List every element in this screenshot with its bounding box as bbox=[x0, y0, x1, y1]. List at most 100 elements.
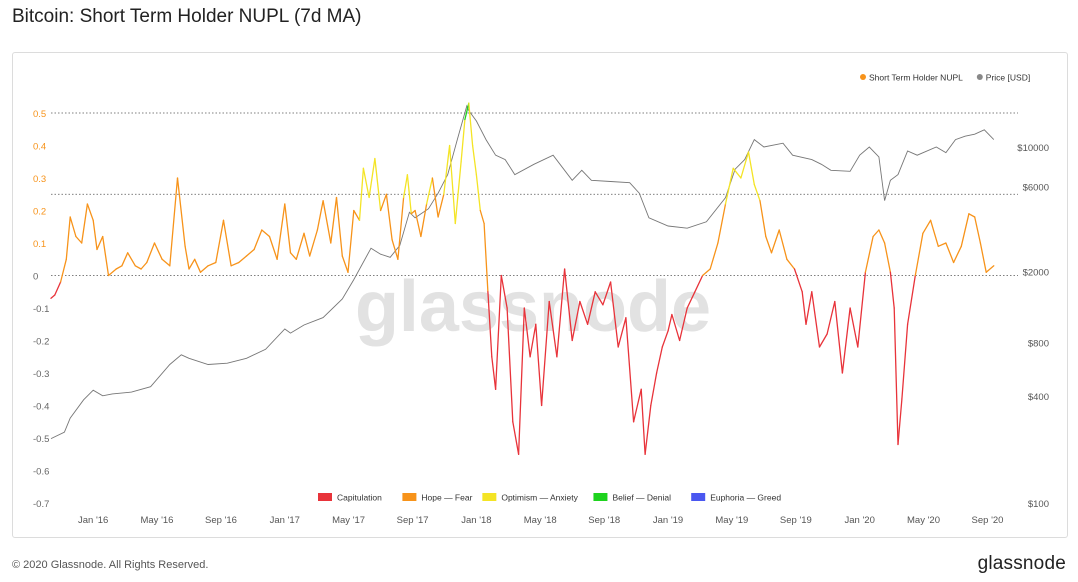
y-left-tick-label: -0.5 bbox=[33, 434, 49, 445]
nupl-segment bbox=[811, 291, 821, 348]
nupl-segment bbox=[410, 209, 416, 215]
nupl-segment bbox=[230, 261, 240, 267]
nupl-segment bbox=[512, 421, 520, 455]
nupl-segment bbox=[353, 209, 361, 221]
nupl-segment bbox=[322, 200, 332, 244]
y-left-tick-label: 0.1 bbox=[33, 239, 46, 250]
nupl-segment bbox=[245, 248, 255, 257]
nupl-segment bbox=[75, 235, 83, 244]
nupl-segment bbox=[872, 229, 880, 238]
y-left-tick-label: 0 bbox=[33, 272, 38, 283]
nupl-segment bbox=[655, 346, 663, 374]
y-right-tick-label: $100 bbox=[1028, 499, 1049, 510]
zone-legend-swatch bbox=[482, 493, 497, 501]
nupl-segment bbox=[443, 144, 451, 195]
nupl-segment bbox=[483, 222, 489, 293]
zone-legend-label[interactable]: Euphoria — Greed bbox=[710, 493, 781, 503]
nupl-segment bbox=[740, 151, 750, 179]
nupl-segment bbox=[460, 118, 466, 163]
nupl-segment bbox=[724, 167, 734, 205]
nupl-segment bbox=[805, 291, 813, 325]
nupl-segment bbox=[188, 258, 196, 270]
nupl-segment bbox=[121, 252, 129, 267]
legend-item-label[interactable]: Short Term Holder NUPL bbox=[869, 73, 963, 83]
nupl-segment bbox=[406, 174, 412, 215]
nupl-segment bbox=[709, 242, 719, 270]
zone-legend[interactable]: Capitulation Hope — Fear Optimism — Anxiet… bbox=[318, 493, 781, 503]
nupl-segment bbox=[801, 291, 807, 325]
nupl-segment bbox=[602, 281, 612, 306]
y-left-tick-label: 0.3 bbox=[33, 174, 46, 185]
nupl-segment bbox=[929, 219, 939, 247]
nupl-segment bbox=[176, 177, 186, 247]
nupl-segment bbox=[184, 245, 190, 270]
y-right-tick-label: $400 bbox=[1028, 392, 1049, 403]
page-title: Bitcoin: Short Term Holder NUPL (7d MA) bbox=[12, 6, 362, 27]
nupl-segment bbox=[523, 307, 531, 358]
nupl-segment bbox=[826, 300, 836, 335]
y-right-tick-label: $800 bbox=[1028, 338, 1049, 349]
nupl-segment bbox=[644, 404, 652, 455]
reference-lines bbox=[51, 112, 1018, 276]
zone-legend-swatch bbox=[318, 493, 332, 501]
price-series bbox=[50, 104, 995, 440]
nupl-segment bbox=[69, 216, 77, 238]
nupl-segment bbox=[161, 258, 171, 267]
nupl-segment bbox=[284, 203, 292, 254]
nupl-segment bbox=[316, 200, 324, 231]
y-left-tick-label: -0.4 bbox=[33, 402, 49, 413]
nupl-segment bbox=[102, 235, 110, 277]
nupl-segment bbox=[571, 300, 581, 342]
nupl-segment bbox=[694, 274, 704, 293]
nupl-segment bbox=[818, 333, 828, 348]
x-tick-label: Jan '20 bbox=[845, 515, 875, 526]
nupl-segment bbox=[81, 203, 89, 244]
nupl-segment bbox=[487, 291, 493, 358]
legend-item-label[interactable]: Price [USD] bbox=[986, 73, 1030, 83]
zone-legend-label[interactable]: Optimism — Anxiety bbox=[501, 493, 578, 503]
nupl-segment bbox=[414, 209, 422, 238]
nupl-segment bbox=[849, 307, 859, 348]
zone-legend-label[interactable]: Belief — Denial bbox=[612, 493, 671, 503]
nupl-segment bbox=[864, 235, 874, 273]
x-tick-label: Sep '17 bbox=[397, 515, 429, 526]
series-legend[interactable]: Short Term Holder NUPL Price [USD] bbox=[860, 73, 1030, 83]
nupl-segment bbox=[261, 229, 271, 238]
nupl-segment bbox=[625, 317, 635, 423]
x-axis: Jan '16 May '16 Sep '16 Jan '17 May '17 Sep '… bbox=[78, 515, 1003, 526]
nupl-segment bbox=[661, 330, 669, 348]
nupl-segment bbox=[857, 271, 867, 348]
nupl-segment bbox=[893, 307, 899, 446]
nupl-segment bbox=[379, 193, 388, 212]
y-left-tick-label: -0.1 bbox=[33, 304, 49, 315]
y-right-tick-label: $6000 bbox=[1023, 182, 1049, 193]
zone-legend-label[interactable]: Hope — Fear bbox=[421, 493, 472, 503]
nupl-segment bbox=[385, 193, 393, 241]
nupl-segment bbox=[437, 193, 445, 218]
nupl-segment bbox=[454, 161, 462, 225]
x-tick-label: Sep '19 bbox=[780, 515, 812, 526]
chart-svg: glassnode 0.5 0.4 0.3 0.2 0.1 0 -0.1 -0.2 -0.3 -0… bbox=[33, 73, 1049, 527]
nupl-segment bbox=[717, 203, 727, 244]
nupl-segment bbox=[678, 307, 688, 342]
nupl-segment bbox=[50, 294, 56, 299]
y-left-tick-label: -0.3 bbox=[33, 369, 49, 380]
nupl-series bbox=[50, 102, 995, 455]
nupl-segment bbox=[586, 291, 596, 325]
nupl-segment bbox=[667, 313, 673, 332]
x-tick-label: May '20 bbox=[907, 515, 940, 526]
x-tick-label: Jan '19 bbox=[653, 515, 683, 526]
nupl-segment bbox=[793, 268, 803, 293]
nupl-segment bbox=[494, 274, 502, 390]
nupl-segment bbox=[974, 216, 982, 244]
nupl-segment bbox=[765, 235, 773, 254]
nupl-segment bbox=[945, 242, 955, 264]
zone-legend-label[interactable]: Capitulation bbox=[337, 493, 382, 503]
nupl-segment bbox=[199, 265, 209, 273]
nupl-segment bbox=[146, 242, 156, 264]
y-right-tick-label: $10000 bbox=[1017, 143, 1049, 154]
nupl-segment bbox=[402, 174, 409, 199]
nupl-segment bbox=[468, 102, 474, 147]
nupl-segment bbox=[778, 229, 788, 260]
nupl-segment bbox=[960, 213, 970, 247]
